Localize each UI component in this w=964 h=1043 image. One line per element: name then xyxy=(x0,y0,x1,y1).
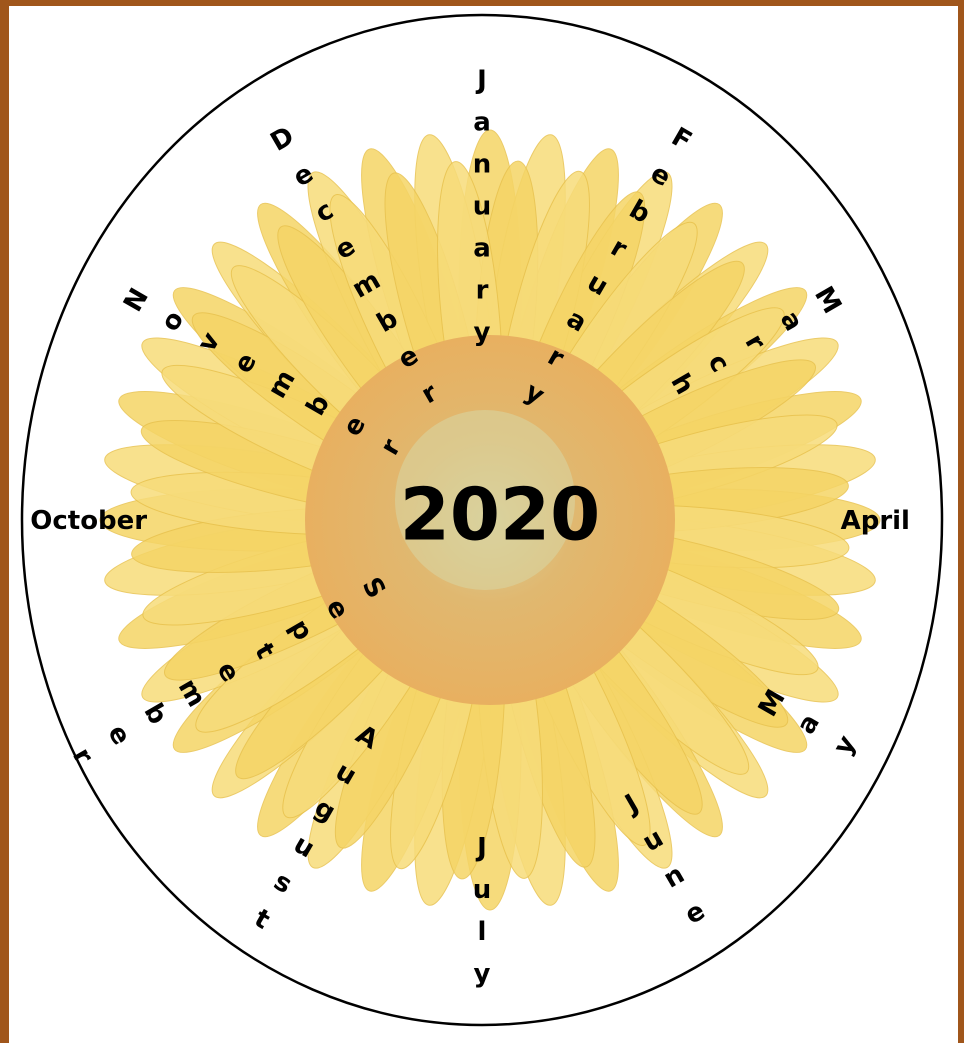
month-label: October xyxy=(30,506,147,536)
year: 2020 xyxy=(400,473,600,557)
month-label: January xyxy=(467,66,497,360)
month-label: July xyxy=(467,833,497,1001)
calendar-wheel: 2020 JanuaryFebruaryMarchAprilMayJuneJul… xyxy=(0,0,964,1043)
page: 2020 JanuaryFebruaryMarchAprilMayJuneJul… xyxy=(0,0,964,1043)
month-label: April xyxy=(841,506,910,536)
